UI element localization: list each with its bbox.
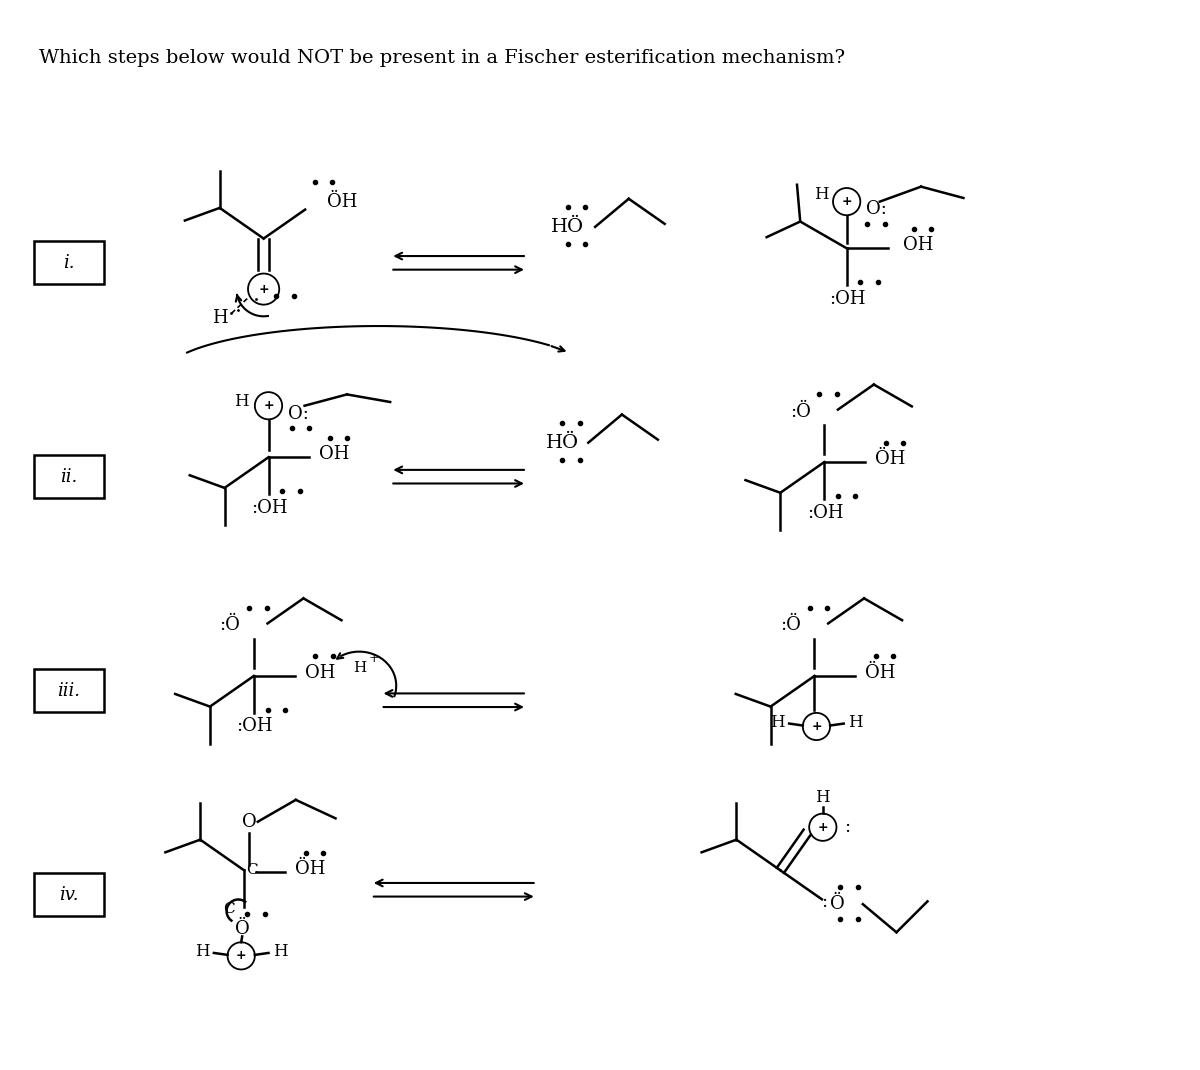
Text: +: + bbox=[258, 282, 269, 295]
Text: H: H bbox=[770, 714, 785, 731]
Text: HÖ: HÖ bbox=[551, 218, 584, 235]
Bar bbox=[34, 669, 103, 712]
Text: HÖ: HÖ bbox=[546, 433, 580, 452]
Text: H: H bbox=[814, 186, 829, 203]
Bar bbox=[34, 242, 103, 285]
Text: H: H bbox=[234, 394, 250, 410]
Text: H: H bbox=[212, 309, 228, 327]
Text: +: + bbox=[841, 195, 852, 209]
Text: O: O bbox=[241, 813, 257, 830]
Text: H: H bbox=[353, 661, 366, 675]
Text: O:: O: bbox=[288, 404, 308, 423]
Text: ÖH: ÖH bbox=[295, 860, 325, 878]
Text: iv.: iv. bbox=[59, 886, 78, 904]
Text: iii.: iii. bbox=[58, 682, 80, 700]
Text: O:: O: bbox=[866, 200, 887, 218]
Text: C: C bbox=[223, 902, 234, 916]
Text: :OH: :OH bbox=[236, 718, 272, 735]
Text: H: H bbox=[272, 944, 288, 961]
Text: +: + bbox=[811, 720, 822, 733]
Text: +: + bbox=[263, 399, 274, 412]
Text: C: C bbox=[246, 863, 258, 877]
Text: :OH: :OH bbox=[829, 290, 865, 308]
Text: :: : bbox=[821, 893, 827, 912]
Text: :Ö: :Ö bbox=[220, 616, 240, 635]
Text: H: H bbox=[194, 944, 210, 961]
Text: +: + bbox=[236, 949, 246, 962]
Text: +: + bbox=[817, 821, 828, 834]
Text: +: + bbox=[368, 652, 379, 664]
Text: OH: OH bbox=[319, 445, 349, 463]
Text: :: : bbox=[845, 819, 851, 837]
Text: ii.: ii. bbox=[60, 468, 77, 486]
Text: OH: OH bbox=[904, 236, 934, 255]
Text: :Ö: :Ö bbox=[780, 616, 800, 635]
Text: ÖH: ÖH bbox=[326, 193, 356, 211]
Text: OH: OH bbox=[305, 664, 335, 682]
Text: Ö: Ö bbox=[829, 896, 845, 913]
Text: Which steps below would NOT be present in a Fischer esterification mechanism?: Which steps below would NOT be present i… bbox=[40, 49, 846, 67]
Text: ÖH: ÖH bbox=[865, 664, 895, 682]
Text: Ö: Ö bbox=[235, 919, 250, 937]
Text: i.: i. bbox=[62, 254, 74, 272]
Text: H: H bbox=[816, 789, 830, 806]
Text: :OH: :OH bbox=[806, 504, 844, 522]
Bar bbox=[34, 456, 103, 498]
Text: ÖH: ÖH bbox=[875, 450, 905, 469]
Text: H: H bbox=[848, 714, 863, 731]
Bar bbox=[34, 873, 103, 916]
Text: :Ö: :Ö bbox=[790, 402, 811, 421]
Text: :OH: :OH bbox=[251, 499, 288, 517]
